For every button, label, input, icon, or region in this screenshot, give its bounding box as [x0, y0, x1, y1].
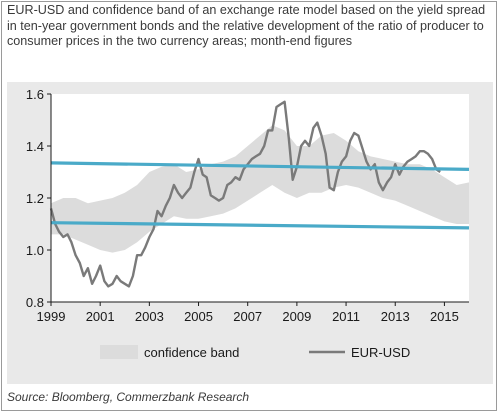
chart-panel: 0.8 1.0 1.2 1.4 1.6 1999 2001 2003 2005 2007 2009 2… — [7, 82, 493, 384]
y-tick-label: 0.8 — [26, 295, 44, 310]
x-tick-label: 2011 — [332, 309, 360, 324]
y-tick-label: 1.2 — [26, 191, 44, 206]
eurusd-chart: 0.8 1.0 1.2 1.4 1.6 1999 2001 2003 2005 2007 2009 2… — [26, 87, 470, 360]
y-tick-label: 1.4 — [26, 139, 44, 154]
trend-layer — [50, 161, 470, 230]
upper-trend-line — [50, 161, 470, 171]
source-note: Source: Bloomberg, Commerzbank Research — [7, 390, 250, 404]
lower-trend-line — [50, 221, 470, 230]
x-tick-label: 2015 — [430, 309, 459, 324]
legend: confidence band EUR-USD — [100, 345, 410, 360]
x-tick-label: 2013 — [381, 309, 410, 324]
legend-label-band: confidence band — [144, 345, 239, 360]
x-tick-label: 1999 — [37, 309, 66, 324]
x-tick-label: 2005 — [184, 309, 213, 324]
chart-title: EUR-USD and confidence band of an exchan… — [7, 3, 486, 48]
axis-layer: 0.8 1.0 1.2 1.4 1.6 1999 2001 2003 2005 2007 2009 2… — [26, 87, 469, 324]
x-tick-label: 2001 — [86, 309, 115, 324]
x-tick-label: 2007 — [233, 309, 262, 324]
legend-band-swatch — [100, 345, 138, 359]
legend-label-eurusd: EUR-USD — [351, 345, 410, 360]
y-tick-label: 1.6 — [26, 87, 44, 102]
x-tick-label: 2009 — [282, 309, 311, 324]
y-tick-label: 1.0 — [26, 243, 44, 258]
x-tick-label: 2003 — [135, 309, 164, 324]
